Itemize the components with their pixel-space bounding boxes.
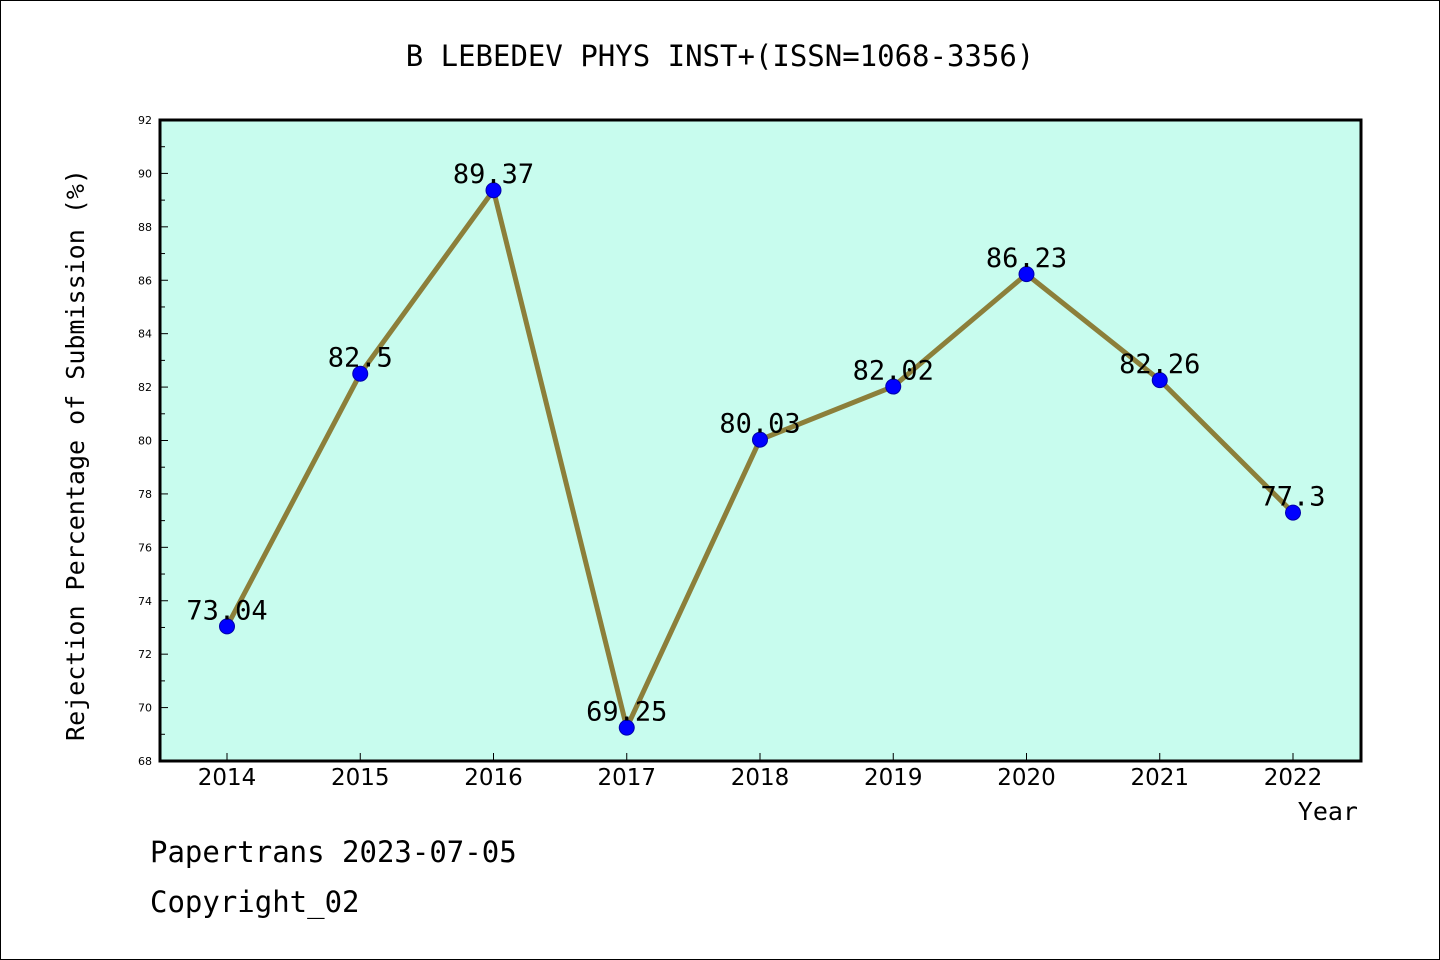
y-tick-label: 90 (138, 167, 152, 180)
data-labels: 73.04 82.5 89.37 69.25 80.03 82.02 86.23 82.26 7… (186, 159, 1325, 727)
data-label: 82.26 (1119, 349, 1200, 380)
x-axis: 2014 2015 2016 2017 2018 2019 2020 2021 2022 (198, 753, 1323, 791)
x-tick-label: 2015 (331, 765, 390, 791)
data-point (485, 182, 502, 199)
x-tick-label: 2021 (1130, 765, 1189, 791)
data-label: 82.02 (853, 356, 934, 387)
y-tick-label: 82 (138, 381, 152, 394)
data-point (885, 378, 902, 395)
y-tick-label: 74 (138, 595, 152, 608)
data-label: 69.25 (586, 697, 667, 728)
x-tick-label: 2017 (597, 765, 656, 791)
data-label: 80.03 (719, 409, 800, 440)
x-tick-label: 2018 (731, 765, 790, 791)
data-point (1151, 372, 1168, 389)
y-tick-label: 78 (138, 488, 152, 501)
y-axis-label: Rejection Percentage of Submission (%) (61, 169, 90, 741)
data-point (219, 618, 235, 635)
data-label: 89.37 (453, 159, 534, 190)
y-axis: 68 70 72 74 76 78 80 82 84 86 88 90 92 (138, 114, 168, 768)
x-tick-label: 2016 (464, 765, 523, 791)
data-label: 82.5 (328, 343, 393, 374)
y-tick-label: 92 (138, 114, 152, 127)
y-tick-label: 86 (138, 274, 152, 287)
watermark-text: Papertrans 2023-07-05 (150, 835, 517, 869)
y-tick-label: 72 (138, 648, 152, 661)
data-point (352, 365, 369, 382)
copyright-text: Copyright_02 (150, 885, 360, 919)
y-tick-label: 70 (138, 702, 152, 715)
x-tick-label: 2020 (997, 765, 1056, 791)
x-axis-label: Year (1298, 797, 1358, 826)
y-tick-label: 88 (138, 221, 152, 234)
series-markers (219, 182, 1301, 736)
y-tick-label: 84 (138, 328, 152, 341)
data-point (752, 431, 768, 448)
data-label: 73.04 (186, 595, 267, 626)
x-tick-label: 2022 (1264, 765, 1323, 791)
chart-title: B LEBEDEV PHYS INST+(ISSN=1068-3356) (406, 39, 1035, 73)
x-tick-label: 2014 (198, 765, 257, 791)
y-tick-label: 80 (138, 435, 152, 448)
data-point (618, 719, 635, 736)
data-point (1285, 504, 1301, 521)
data-label: 77.3 (1260, 482, 1325, 513)
y-tick-label: 76 (138, 541, 152, 554)
x-tick-label: 2019 (864, 765, 923, 791)
data-point (1018, 266, 1035, 283)
data-label: 86.23 (986, 243, 1067, 274)
y-tick-label: 68 (138, 755, 152, 768)
